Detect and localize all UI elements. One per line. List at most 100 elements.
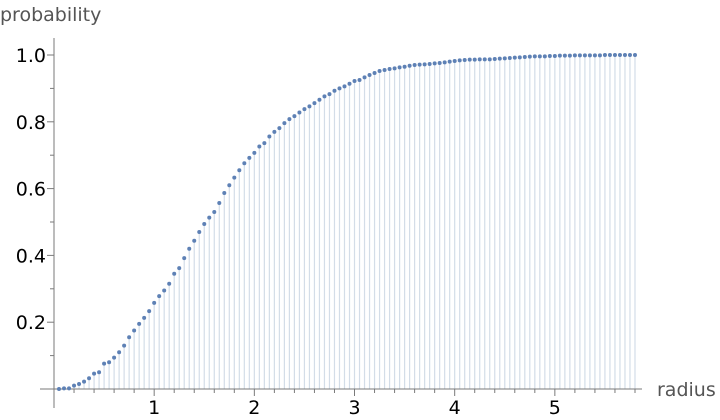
data-point bbox=[352, 79, 357, 84]
data-point bbox=[597, 53, 602, 58]
data-point bbox=[232, 175, 237, 180]
data-point bbox=[447, 59, 452, 64]
data-point bbox=[252, 150, 257, 155]
data-point bbox=[302, 107, 307, 112]
data-point bbox=[212, 209, 217, 214]
data-point bbox=[457, 58, 462, 63]
data-point bbox=[577, 53, 582, 58]
data-point bbox=[382, 68, 387, 73]
data-point bbox=[622, 53, 627, 57]
data-point bbox=[532, 54, 537, 59]
data-point bbox=[277, 126, 282, 131]
data-point bbox=[387, 67, 392, 72]
data-point bbox=[507, 56, 512, 61]
data-point bbox=[162, 288, 167, 293]
data-point bbox=[122, 343, 127, 348]
data-point bbox=[202, 222, 207, 227]
data-point bbox=[87, 376, 92, 381]
data-point bbox=[242, 161, 247, 166]
data-point bbox=[112, 355, 117, 360]
data-point bbox=[407, 63, 412, 68]
data-point bbox=[467, 57, 472, 62]
x-ticks-group: 1 2 3 4 5 bbox=[73, 389, 636, 419]
data-point bbox=[552, 54, 557, 59]
data-point bbox=[477, 57, 482, 62]
data-point bbox=[412, 63, 417, 68]
data-point bbox=[627, 53, 632, 57]
y-tick-label: 0.4 bbox=[16, 245, 46, 267]
x-tick-label: 3 bbox=[348, 397, 360, 419]
data-point bbox=[342, 84, 347, 89]
data-point bbox=[137, 321, 142, 326]
data-point bbox=[442, 60, 447, 65]
data-point bbox=[207, 215, 212, 220]
data-point bbox=[182, 256, 187, 261]
data-point bbox=[472, 57, 477, 62]
data-point bbox=[227, 183, 232, 188]
data-point bbox=[517, 55, 522, 60]
y-tick-label: 0.2 bbox=[16, 312, 46, 334]
data-point bbox=[567, 53, 572, 58]
x-axis-label: radius bbox=[657, 379, 716, 401]
data-point bbox=[92, 371, 97, 376]
data-point bbox=[372, 71, 377, 76]
data-point bbox=[247, 155, 252, 160]
data-point bbox=[307, 104, 312, 109]
data-point bbox=[347, 81, 352, 86]
data-point bbox=[62, 386, 67, 391]
data-point bbox=[287, 117, 292, 122]
data-point bbox=[72, 383, 77, 388]
data-point bbox=[427, 62, 432, 67]
data-point bbox=[67, 386, 72, 391]
data-point bbox=[292, 114, 297, 119]
data-point bbox=[152, 300, 157, 305]
data-point bbox=[147, 309, 152, 314]
data-point bbox=[77, 381, 82, 386]
data-point bbox=[607, 53, 612, 57]
x-tick-label: 4 bbox=[449, 397, 461, 419]
data-point bbox=[132, 328, 137, 333]
data-point bbox=[142, 315, 147, 320]
data-point bbox=[602, 53, 607, 57]
data-point bbox=[397, 65, 402, 70]
y-ticks-group: 0.2 0.4 0.6 0.8 1.0 bbox=[16, 45, 54, 357]
data-point bbox=[392, 66, 397, 71]
data-point bbox=[587, 53, 592, 58]
data-point bbox=[362, 75, 367, 80]
data-point bbox=[612, 53, 617, 57]
data-point bbox=[297, 110, 302, 115]
data-point bbox=[282, 121, 287, 126]
data-point bbox=[82, 379, 87, 384]
data-point bbox=[557, 53, 562, 58]
data-point bbox=[117, 350, 122, 355]
data-point bbox=[542, 54, 547, 59]
data-point bbox=[172, 271, 177, 276]
x-tick-label: 1 bbox=[148, 397, 160, 419]
data-point bbox=[502, 56, 507, 61]
data-point bbox=[332, 88, 337, 93]
points-group bbox=[57, 53, 637, 391]
data-point bbox=[197, 230, 202, 235]
y-tick-label: 0.8 bbox=[16, 112, 46, 134]
data-point bbox=[222, 190, 227, 195]
data-point bbox=[322, 94, 327, 99]
data-point bbox=[492, 57, 497, 62]
data-point bbox=[217, 200, 222, 205]
data-point bbox=[547, 54, 552, 59]
data-point bbox=[482, 57, 487, 62]
data-point bbox=[257, 144, 262, 149]
data-point bbox=[562, 53, 567, 58]
data-point bbox=[327, 92, 332, 97]
data-point bbox=[102, 361, 107, 366]
data-point bbox=[592, 53, 597, 58]
data-point bbox=[522, 55, 527, 60]
data-point bbox=[512, 55, 517, 60]
data-point bbox=[262, 141, 267, 146]
data-point bbox=[357, 78, 362, 83]
data-point bbox=[107, 360, 112, 365]
y-tick-label: 1.0 bbox=[16, 45, 46, 67]
data-point bbox=[192, 238, 197, 243]
data-point bbox=[487, 57, 492, 62]
